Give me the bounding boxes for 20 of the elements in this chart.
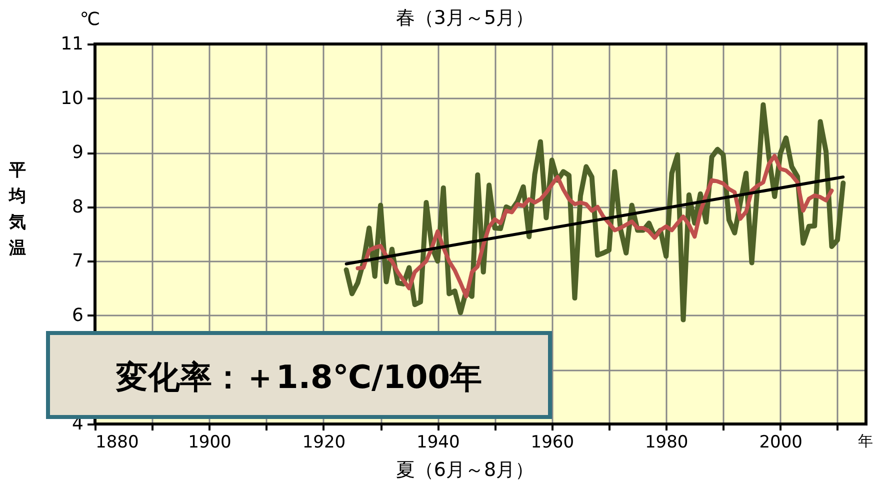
x-tick-label: 1920 bbox=[302, 432, 346, 452]
y-tick-label: 8 bbox=[72, 196, 84, 218]
text: 年 bbox=[858, 432, 873, 450]
y-tick-label: 11 bbox=[60, 34, 84, 54]
x-tick-label: 1980 bbox=[644, 432, 688, 452]
chart-title: 春（3月～5月） bbox=[396, 7, 534, 29]
x-tick-label: 2000 bbox=[759, 432, 802, 452]
x-tick-label: 1880 bbox=[96, 432, 139, 452]
x-tick-label: 1960 bbox=[530, 432, 574, 452]
x-tick-label: 1900 bbox=[188, 432, 232, 452]
line-series bbox=[356, 154, 834, 298]
x-tick-label: 1940 bbox=[416, 432, 460, 452]
text: ℃ bbox=[80, 9, 100, 30]
annotation: 変化率：＋1.8℃/100年 bbox=[115, 358, 482, 396]
y-tick-label: 10 bbox=[60, 88, 84, 109]
y-tick-label: 9 bbox=[72, 142, 84, 164]
y-tick-label: 6 bbox=[72, 304, 84, 326]
y-axis-title: 平均気温 bbox=[8, 160, 26, 258]
y-tick-label: 7 bbox=[72, 250, 84, 272]
text: 夏（6月～8月） bbox=[396, 459, 534, 481]
